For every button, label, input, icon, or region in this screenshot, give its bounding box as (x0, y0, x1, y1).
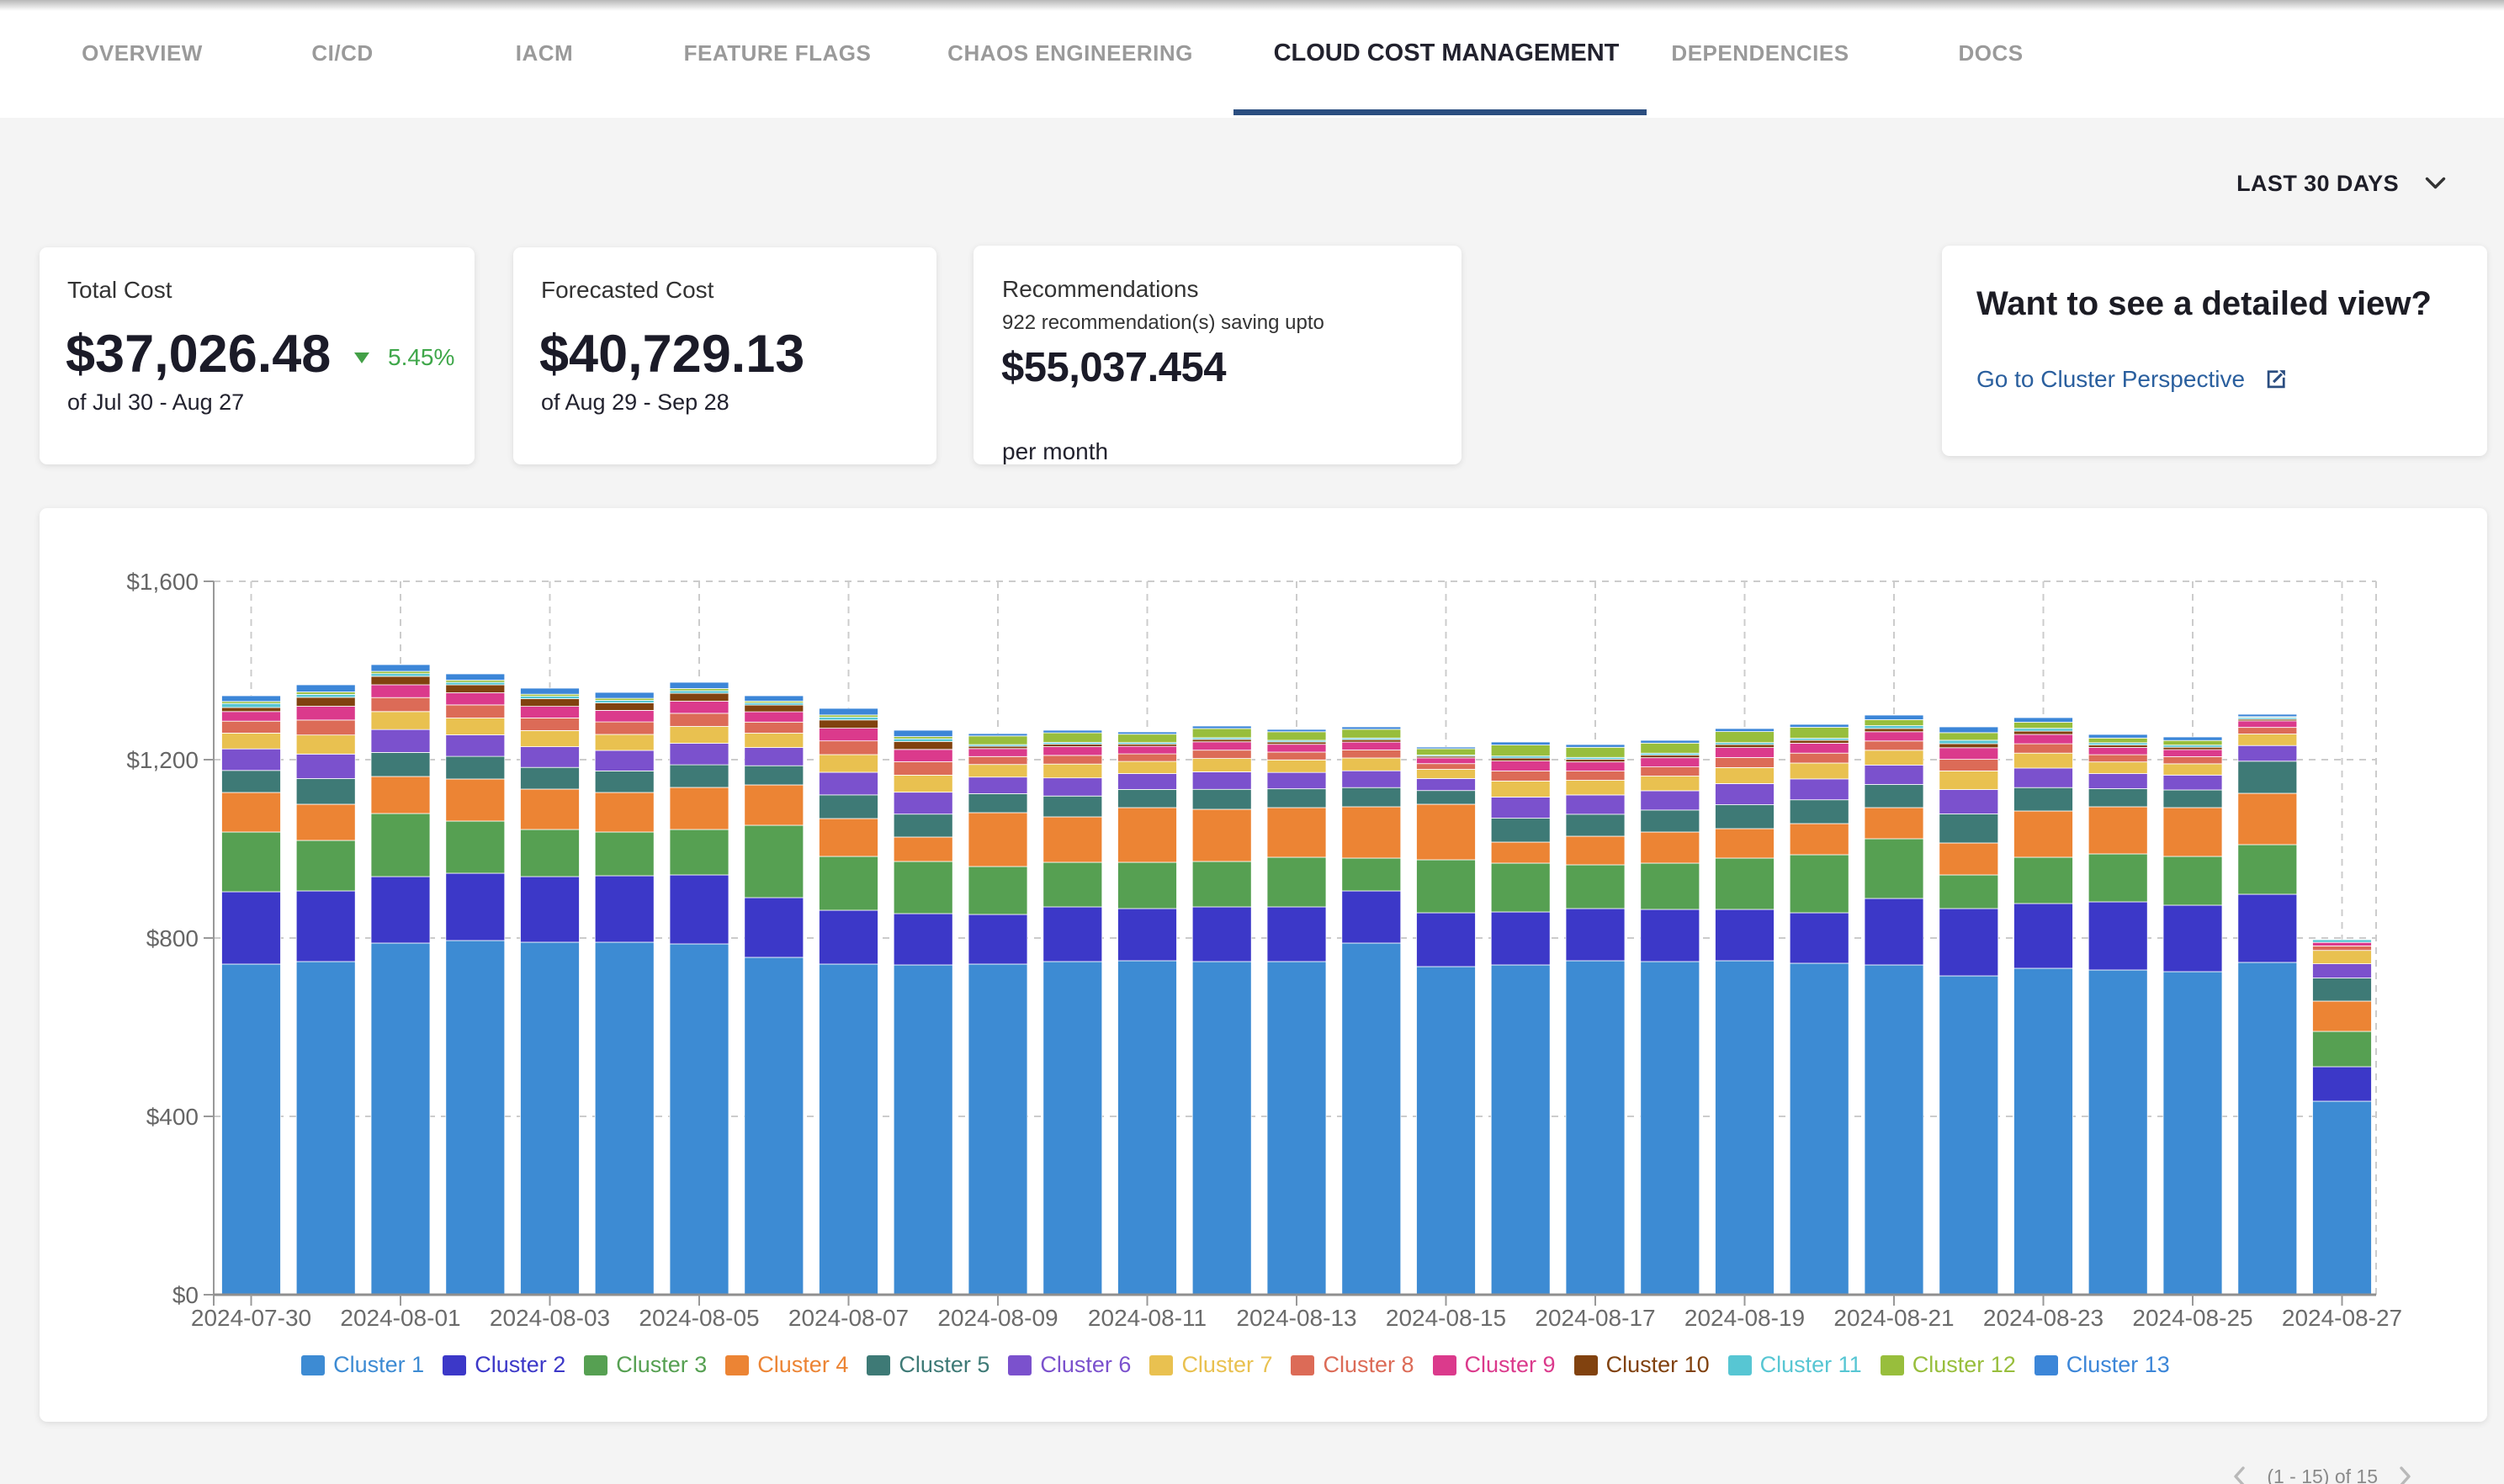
svg-text:2024-08-13: 2024-08-13 (1236, 1305, 1356, 1331)
svg-text:$800: $800 (146, 925, 199, 951)
svg-text:2024-08-09: 2024-08-09 (937, 1305, 1058, 1331)
svg-text:2024-08-05: 2024-08-05 (639, 1305, 759, 1331)
svg-text:2024-08-21: 2024-08-21 (1833, 1305, 1954, 1331)
svg-text:$1,200: $1,200 (126, 747, 199, 773)
svg-text:$400: $400 (146, 1104, 199, 1130)
svg-text:2024-08-27: 2024-08-27 (2282, 1305, 2402, 1331)
svg-text:2024-08-15: 2024-08-15 (1386, 1305, 1506, 1331)
svg-text:2024-08-25: 2024-08-25 (2132, 1305, 2252, 1331)
svg-text:2024-08-23: 2024-08-23 (1983, 1305, 2103, 1331)
svg-text:2024-08-01: 2024-08-01 (340, 1305, 460, 1331)
svg-text:2024-08-07: 2024-08-07 (788, 1305, 909, 1331)
svg-text:2024-08-17: 2024-08-17 (1535, 1305, 1655, 1331)
svg-text:2024-08-11: 2024-08-11 (1088, 1305, 1207, 1331)
svg-text:2024-08-03: 2024-08-03 (490, 1305, 610, 1331)
svg-text:$0: $0 (172, 1282, 199, 1308)
svg-text:$1,600: $1,600 (126, 569, 199, 595)
svg-text:2024-07-30: 2024-07-30 (191, 1305, 311, 1331)
svg-text:2024-08-19: 2024-08-19 (1684, 1305, 1805, 1331)
